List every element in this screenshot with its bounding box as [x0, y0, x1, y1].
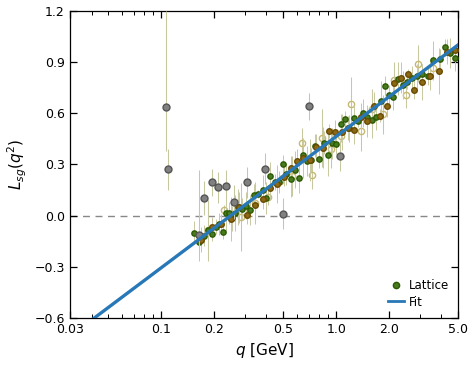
Legend: Lattice, Fit: Lattice, Fit: [384, 276, 453, 312]
Fit: [360, 115, 365, 119]
Fit: [243, 202, 248, 207]
Y-axis label: $L_{sg}(q^2)$: $L_{sg}(q^2)$: [6, 139, 29, 190]
Fit: [296, 162, 301, 167]
Fit: [167, 259, 173, 264]
Fit: [67, 334, 73, 339]
X-axis label: $q$ [GeV]: $q$ [GeV]: [235, 341, 293, 361]
Line: Fit: Fit: [70, 45, 458, 336]
Fit: [456, 42, 461, 47]
Fit: [136, 283, 141, 287]
Fit: [327, 139, 332, 144]
